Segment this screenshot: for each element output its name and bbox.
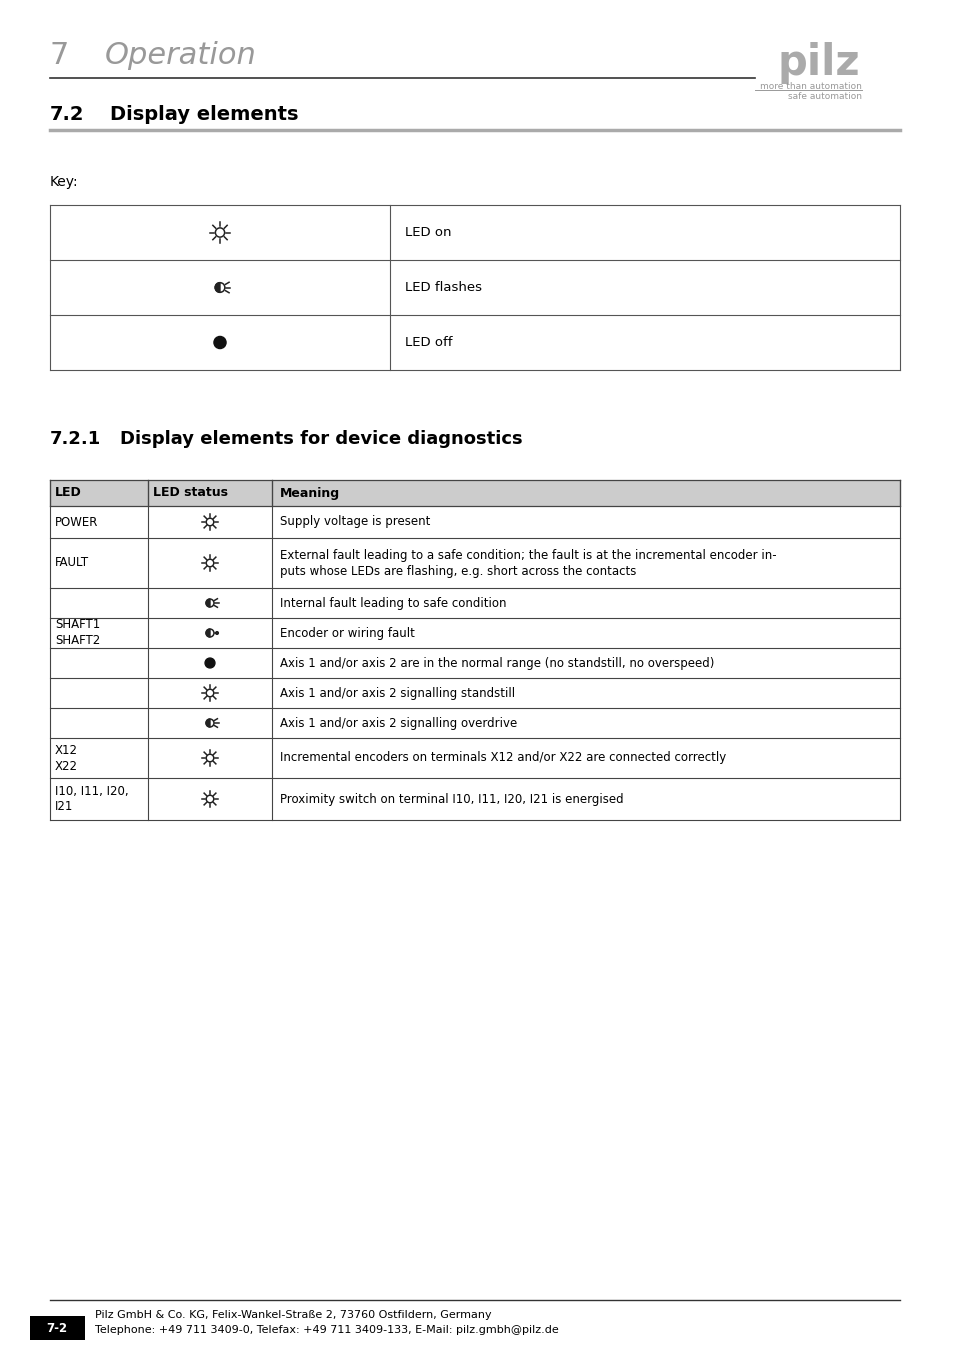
Text: Telephone: +49 711 3409-0, Telefax: +49 711 3409-133, E-Mail: pilz.gmbh@pilz.de: Telephone: +49 711 3409-0, Telefax: +49 … xyxy=(95,1324,558,1335)
Text: Meaning: Meaning xyxy=(280,486,340,500)
Text: I10, I11, I20,
I21: I10, I11, I20, I21 xyxy=(55,784,129,814)
Bar xyxy=(50,618,899,648)
Text: more than automation: more than automation xyxy=(760,82,862,90)
Text: Pilz GmbH & Co. KG, Felix-Wankel-Straße 2, 73760 Ostfildern, Germany: Pilz GmbH & Co. KG, Felix-Wankel-Straße … xyxy=(95,1310,491,1320)
Circle shape xyxy=(215,632,218,634)
Text: Axis 1 and/or axis 2 are in the normal range (no standstill, no overspeed): Axis 1 and/or axis 2 are in the normal r… xyxy=(280,656,714,670)
Text: Key:: Key: xyxy=(50,176,78,189)
Text: SHAFT1
SHAFT2: SHAFT1 SHAFT2 xyxy=(55,618,100,648)
Bar xyxy=(50,481,899,506)
Text: Axis 1 and/or axis 2 signalling overdrive: Axis 1 and/or axis 2 signalling overdriv… xyxy=(280,717,517,729)
Text: Operation: Operation xyxy=(105,40,256,69)
Bar xyxy=(50,678,899,707)
Wedge shape xyxy=(206,720,210,726)
Bar xyxy=(50,738,899,778)
Text: Encoder or wiring fault: Encoder or wiring fault xyxy=(280,626,415,640)
Bar xyxy=(50,315,899,370)
Wedge shape xyxy=(215,282,220,293)
Circle shape xyxy=(205,657,214,668)
Text: X12
X22: X12 X22 xyxy=(55,744,78,772)
Text: LED flashes: LED flashes xyxy=(405,281,481,294)
Text: 7: 7 xyxy=(50,40,70,69)
Text: LED off: LED off xyxy=(405,336,452,350)
Bar xyxy=(50,589,899,618)
Bar xyxy=(50,707,899,738)
Text: Internal fault leading to safe condition: Internal fault leading to safe condition xyxy=(280,597,506,609)
Bar xyxy=(50,506,899,539)
Bar xyxy=(50,205,899,261)
Text: pilz: pilz xyxy=(777,42,859,84)
Text: Display elements: Display elements xyxy=(110,105,298,124)
Text: 7.2.1: 7.2.1 xyxy=(50,431,101,448)
Circle shape xyxy=(213,336,226,348)
Text: LED status: LED status xyxy=(152,486,228,500)
Bar xyxy=(50,778,899,819)
Text: Proximity switch on terminal I10, I11, I20, I21 is energised: Proximity switch on terminal I10, I11, I… xyxy=(280,792,623,806)
Text: External fault leading to a safe condition; the fault is at the incremental enco: External fault leading to a safe conditi… xyxy=(280,548,776,578)
Bar xyxy=(50,648,899,678)
Text: FAULT: FAULT xyxy=(55,556,89,570)
Bar xyxy=(50,261,899,315)
Text: LED: LED xyxy=(55,486,82,500)
Wedge shape xyxy=(206,599,210,608)
Text: Incremental encoders on terminals X12 and/or X22 are connected correctly: Incremental encoders on terminals X12 an… xyxy=(280,752,725,764)
Bar xyxy=(30,1316,85,1341)
Text: Supply voltage is present: Supply voltage is present xyxy=(280,516,430,528)
Bar xyxy=(50,539,899,589)
Text: Axis 1 and/or axis 2 signalling standstill: Axis 1 and/or axis 2 signalling standsti… xyxy=(280,687,515,699)
Text: 7-2: 7-2 xyxy=(47,1322,68,1335)
Text: POWER: POWER xyxy=(55,516,98,528)
Wedge shape xyxy=(206,629,210,637)
Text: safe automation: safe automation xyxy=(787,92,862,101)
Text: LED on: LED on xyxy=(405,225,451,239)
Text: Display elements for device diagnostics: Display elements for device diagnostics xyxy=(120,431,522,448)
Text: 7.2: 7.2 xyxy=(50,105,85,124)
